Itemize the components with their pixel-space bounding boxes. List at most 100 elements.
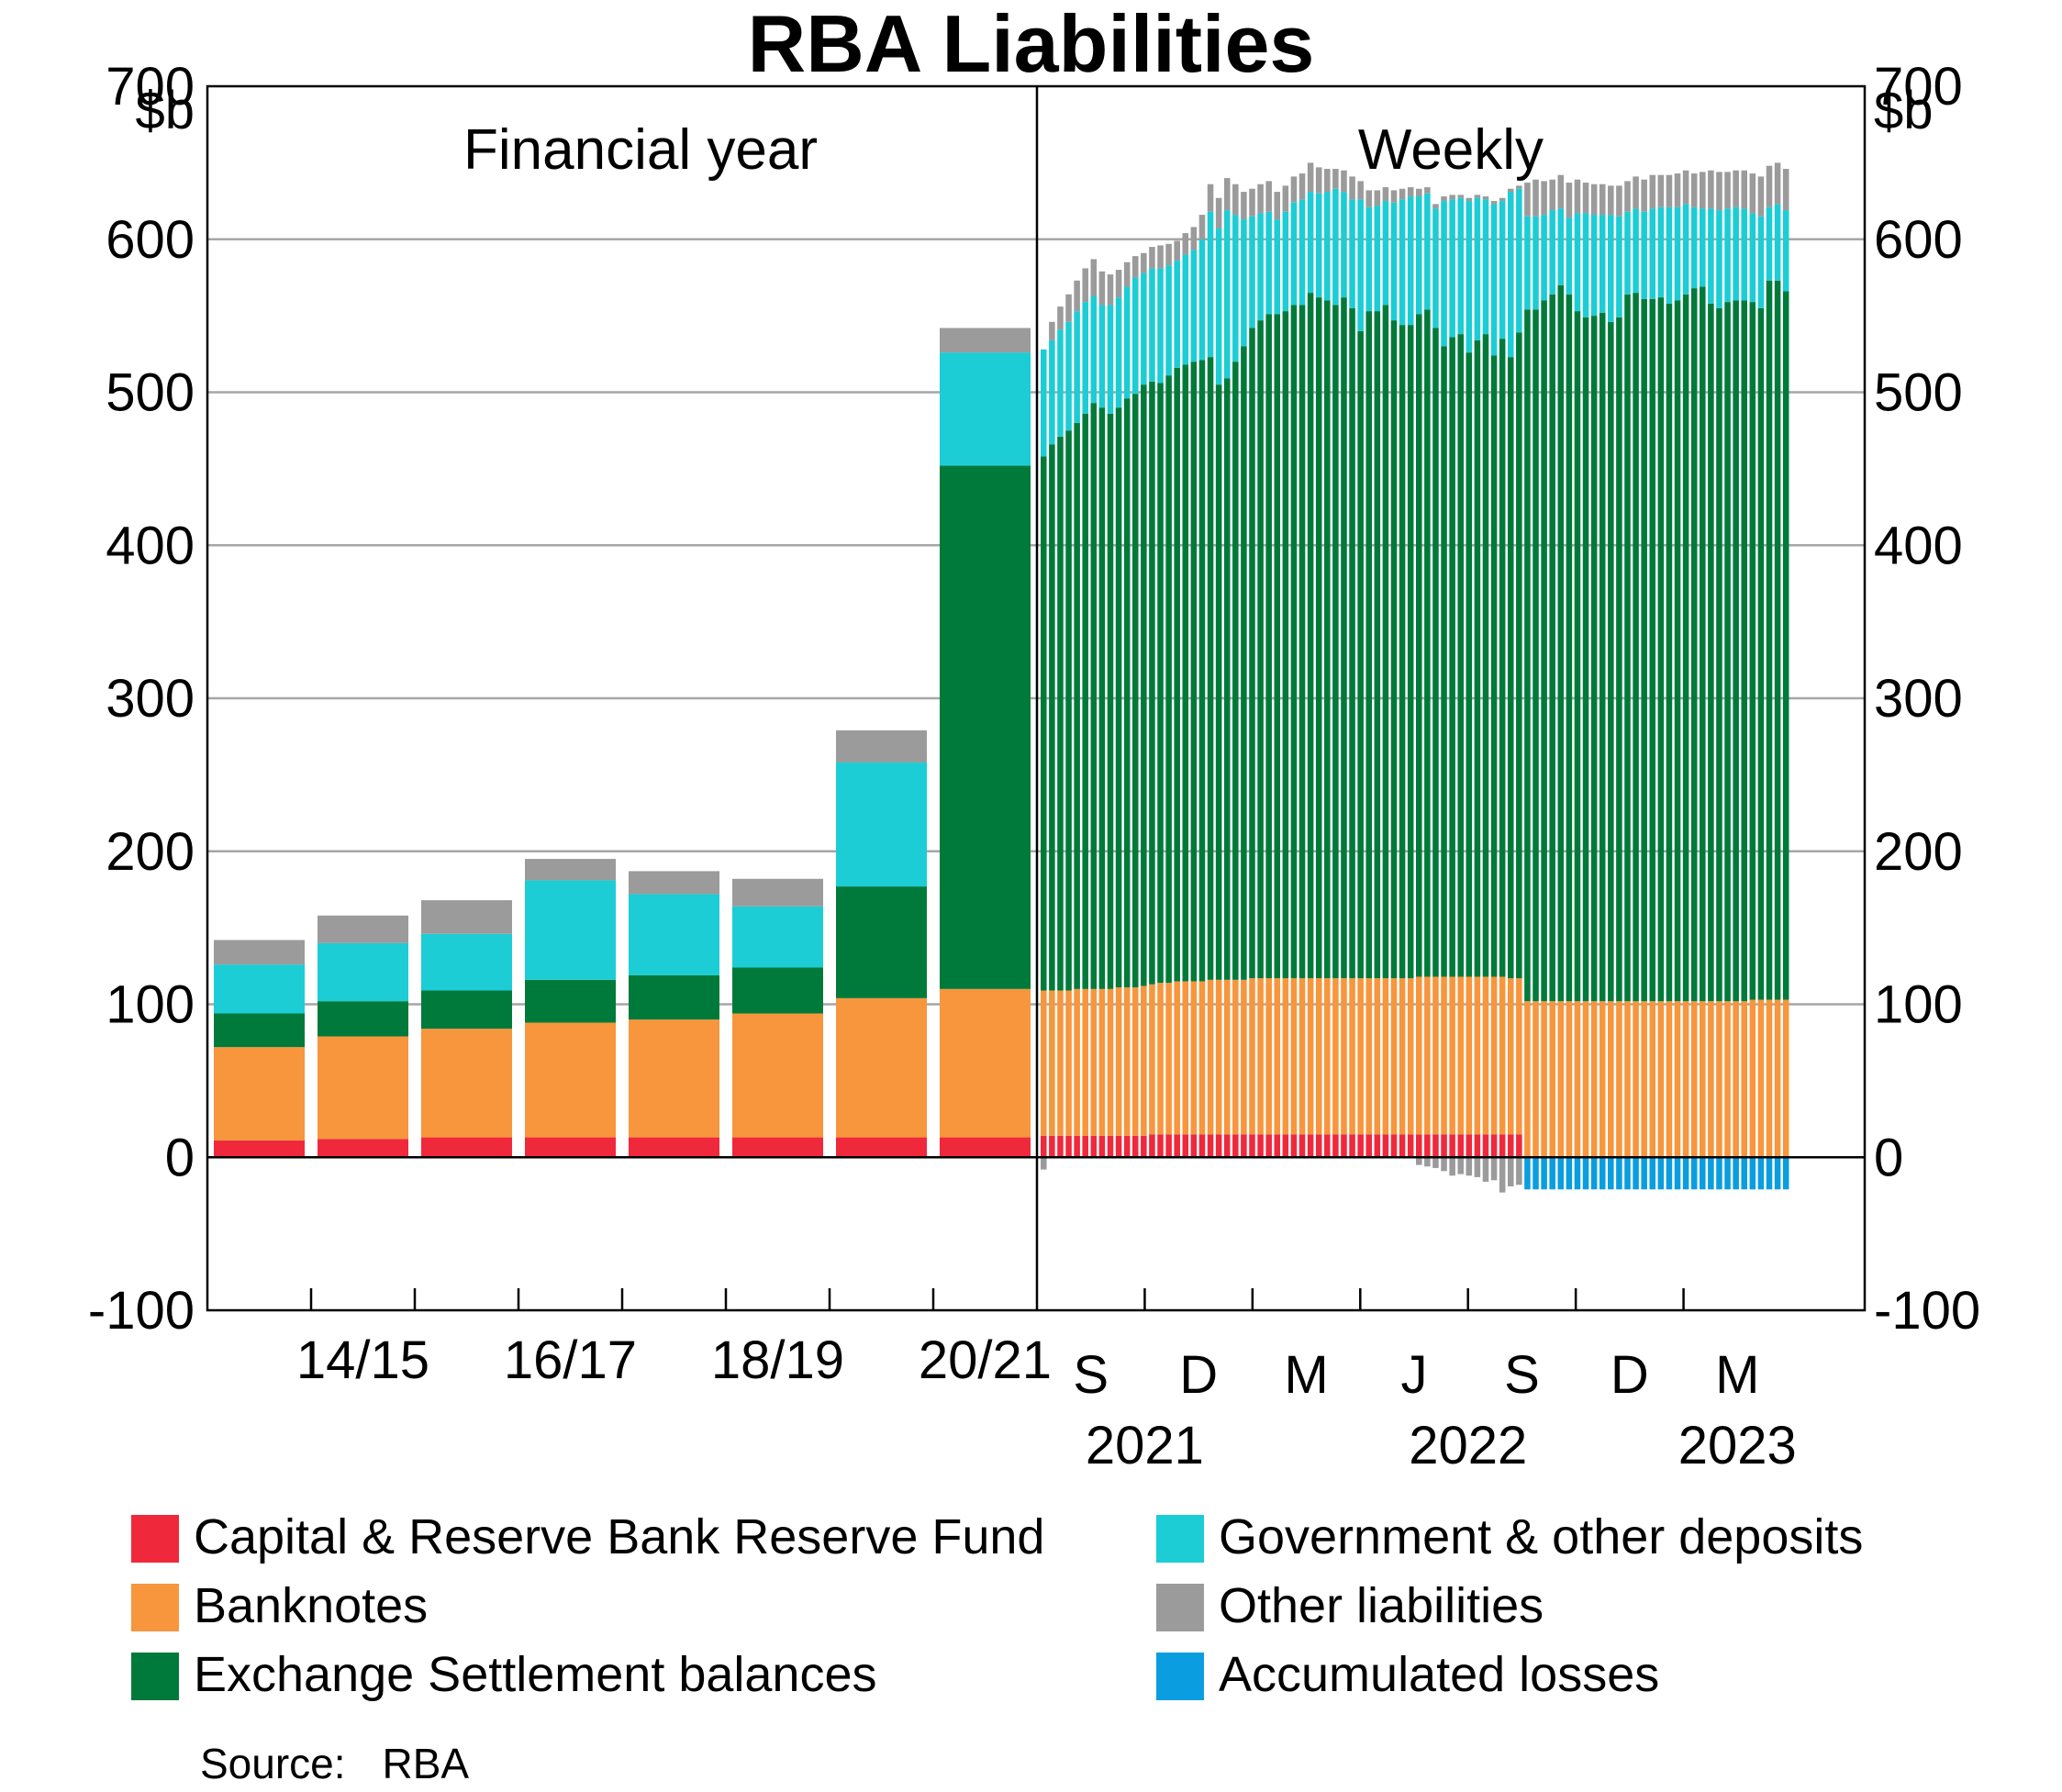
wk-bar-other-liabilities-2 <box>1057 306 1064 330</box>
wk-bar-exchange-settlement-balances-25 <box>1249 328 1255 979</box>
wk-bar-banknotes-46 <box>1424 976 1431 1135</box>
y-tick-left-100: 100 <box>106 975 195 1035</box>
wk-bar-other-liabilities-1 <box>1049 321 1055 340</box>
wk-bar-capital-reserve-bank-reserve-fund-23 <box>1232 1134 1239 1158</box>
wk-bar-other-liabilities-87 <box>1766 165 1773 207</box>
wk-bar-exchange-settlement-balances-79 <box>1700 286 1706 1002</box>
wk-bar-banknotes-10 <box>1123 987 1131 1136</box>
y-tick-right-600: 600 <box>1874 210 1963 270</box>
wk-bar-government-other-deposits-75 <box>1666 206 1673 304</box>
wk-bar-capital-reserve-bank-reserve-fund-10 <box>1123 1135 1131 1158</box>
wk-bar-banknotes-62 <box>1557 1001 1565 1158</box>
wk-bar-government-other-deposits-10 <box>1123 286 1131 399</box>
wk-bar-banknotes-2 <box>1057 990 1064 1136</box>
wk-bar-banknotes-77 <box>1682 1001 1689 1158</box>
fy-bar-other-liabilities-7 <box>940 328 1031 353</box>
wk-bar-other-liabilities-28 <box>1274 192 1281 220</box>
wk-bar-exchange-settlement-balances-84 <box>1741 300 1748 1002</box>
wk-bar-government-other-deposits-86 <box>1757 216 1765 308</box>
wk-bar-accumulated-losses-80 <box>1708 1157 1714 1190</box>
wk-bar-government-other-deposits-48 <box>1441 201 1447 347</box>
wk-bar-other-liabilities-35 <box>1332 169 1339 189</box>
wk-bar-banknotes-56 <box>1507 978 1514 1135</box>
wk-bar-banknotes-22 <box>1223 979 1231 1135</box>
wk-bar-exchange-settlement-balances-63 <box>1566 294 1573 1002</box>
wk-bar-banknotes-0 <box>1041 990 1047 1136</box>
wk-bar-government-other-deposits-84 <box>1741 208 1748 301</box>
wk-bar-banknotes-24 <box>1241 979 1247 1135</box>
wk-bar-exchange-settlement-balances-47 <box>1432 328 1439 977</box>
fy-bar-banknotes-2 <box>421 1029 512 1138</box>
wk-bar-other-liabilities-0 <box>1041 1157 1047 1170</box>
wk-bar-banknotes-18 <box>1190 981 1198 1135</box>
wk-bar-government-other-deposits-61 <box>1549 210 1555 295</box>
wk-bar-other-liabilities-7 <box>1098 271 1106 306</box>
wk-bar-banknotes-7 <box>1098 988 1106 1136</box>
wk-bar-other-liabilities-89 <box>1782 169 1789 211</box>
wk-bar-exchange-settlement-balances-12 <box>1141 384 1147 986</box>
wk-bar-other-liabilities-73 <box>1649 174 1656 209</box>
wk-bar-accumulated-losses-62 <box>1557 1157 1565 1190</box>
wk-bar-banknotes-50 <box>1457 976 1464 1135</box>
wk-bar-government-other-deposits-69 <box>1616 216 1622 317</box>
wk-bar-banknotes-4 <box>1074 988 1080 1136</box>
wk-bar-capital-reserve-bank-reserve-fund-15 <box>1165 1134 1172 1158</box>
wk-bar-accumulated-losses-77 <box>1682 1157 1689 1190</box>
fy-bar-government-other-deposits-6 <box>836 762 927 887</box>
wk-bar-exchange-settlement-balances-18 <box>1190 362 1198 982</box>
wk-bar-banknotes-51 <box>1466 976 1473 1135</box>
wk-bar-government-other-deposits-63 <box>1566 217 1573 295</box>
fy-bar-banknotes-4 <box>629 1019 719 1138</box>
wk-bar-other-liabilities-18 <box>1190 227 1198 250</box>
fy-bar-government-other-deposits-3 <box>525 880 616 980</box>
wk-bar-banknotes-28 <box>1274 978 1281 1135</box>
wk-bar-capital-reserve-bank-reserve-fund-44 <box>1407 1134 1414 1158</box>
wk-bar-accumulated-losses-78 <box>1690 1157 1698 1190</box>
wk-bar-other-liabilities-9 <box>1115 270 1122 298</box>
fy-bar-exchange-settlement-balances-5 <box>732 967 823 1014</box>
wk-bar-government-other-deposits-73 <box>1649 208 1656 299</box>
wk-bar-government-other-deposits-41 <box>1382 201 1389 306</box>
wk-bar-government-other-deposits-77 <box>1682 204 1689 295</box>
x-label-fy-14-15: 14/15 <box>296 1330 429 1390</box>
wk-bar-government-other-deposits-89 <box>1782 210 1789 292</box>
fy-bar-other-liabilities-0 <box>214 940 305 965</box>
wk-bar-banknotes-59 <box>1533 1001 1539 1158</box>
fy-bar-exchange-settlement-balances-1 <box>318 1001 408 1037</box>
wk-bar-banknotes-89 <box>1782 999 1789 1158</box>
wk-bar-banknotes-25 <box>1249 978 1255 1135</box>
wk-bar-accumulated-losses-64 <box>1574 1157 1581 1190</box>
y-tick-right-0: 0 <box>1874 1128 1903 1187</box>
wk-bar-other-liabilities-78 <box>1690 173 1698 207</box>
wk-bar-banknotes-69 <box>1616 1001 1622 1158</box>
wk-bar-capital-reserve-bank-reserve-fund-41 <box>1382 1134 1389 1158</box>
wk-bar-government-other-deposits-87 <box>1766 206 1773 281</box>
wk-bar-other-liabilities-14 <box>1157 245 1164 269</box>
wk-bar-exchange-settlement-balances-36 <box>1341 297 1347 979</box>
fy-bar-government-other-deposits-2 <box>421 933 512 991</box>
wk-bar-government-other-deposits-55 <box>1499 201 1506 339</box>
wk-bar-other-liabilities-42 <box>1390 190 1398 203</box>
wk-bar-government-other-deposits-17 <box>1182 254 1189 365</box>
wk-bar-other-liabilities-83 <box>1733 170 1739 207</box>
y-tick-right-300: 300 <box>1874 669 1963 729</box>
wk-bar-capital-reserve-bank-reserve-fund-31 <box>1299 1134 1306 1158</box>
wk-bar-capital-reserve-bank-reserve-fund-48 <box>1441 1134 1447 1158</box>
wk-bar-government-other-deposits-36 <box>1341 192 1347 298</box>
wk-bar-banknotes-64 <box>1574 1001 1581 1158</box>
wk-bar-other-negative-56 <box>1507 1157 1514 1186</box>
fy-bar-exchange-settlement-balances-3 <box>525 979 616 1023</box>
wk-bar-government-other-deposits-23 <box>1232 215 1239 362</box>
wk-bar-other-liabilities-33 <box>1315 167 1322 194</box>
legend-swatch-capital <box>131 1515 179 1563</box>
wk-bar-other-liabilities-52 <box>1474 195 1481 198</box>
wk-bar-other-liabilities-88 <box>1774 162 1781 205</box>
wk-bar-government-other-deposits-18 <box>1190 250 1198 362</box>
wk-bar-capital-reserve-bank-reserve-fund-42 <box>1390 1134 1398 1158</box>
wk-bar-capital-reserve-bank-reserve-fund-13 <box>1149 1134 1155 1158</box>
wk-bar-exchange-settlement-balances-9 <box>1115 407 1122 988</box>
wk-bar-capital-reserve-bank-reserve-fund-1 <box>1049 1135 1055 1158</box>
wk-bar-banknotes-86 <box>1757 999 1765 1158</box>
wk-bar-other-negative-47 <box>1432 1157 1439 1168</box>
wk-bar-exchange-settlement-balances-21 <box>1215 384 1222 980</box>
